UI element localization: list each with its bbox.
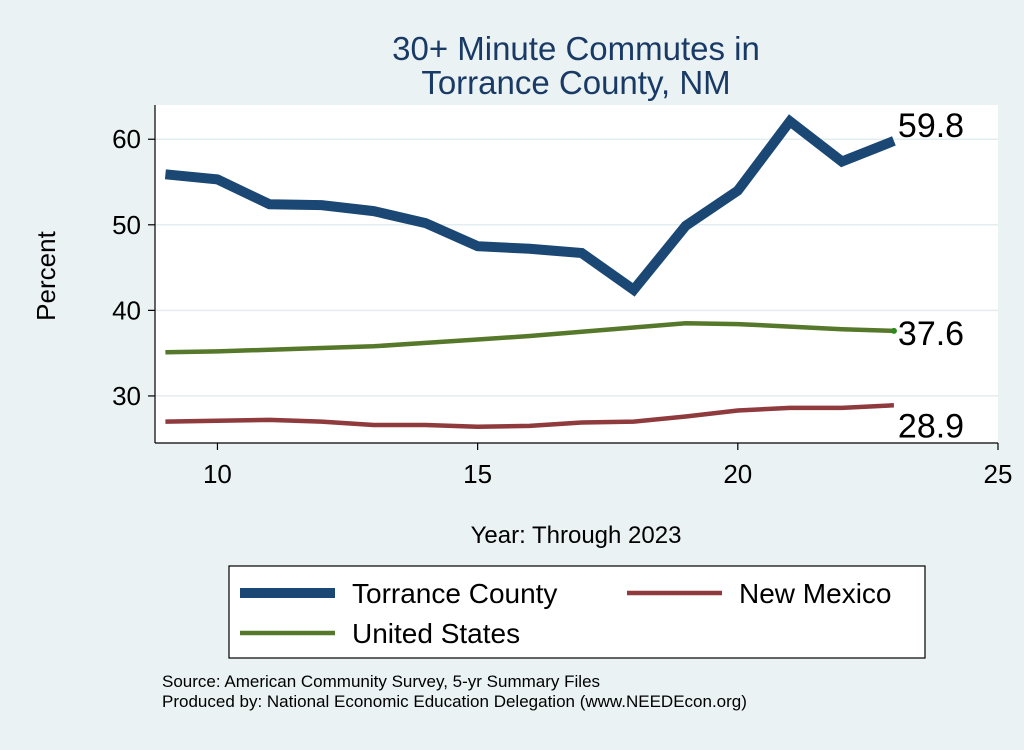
y-tick-label: 50 [112, 210, 141, 240]
legend-box [228, 565, 926, 659]
x-tick-label: 10 [203, 459, 232, 489]
y-axis-label: Percent [31, 230, 61, 320]
y-tick-label: 60 [112, 124, 141, 154]
x-tick-label: 20 [723, 459, 752, 489]
legend-label: United States [352, 618, 520, 649]
produced-by-line: Produced by: National Economic Education… [162, 692, 747, 711]
series-line-torrance-county [164, 114, 896, 297]
legend-label: New Mexico [739, 578, 891, 609]
y-tick-label: 30 [112, 381, 141, 411]
source-notes: Source: American Community Survey, 5-yr … [162, 672, 747, 712]
x-tick-label: 15 [463, 459, 492, 489]
plot-area [155, 105, 998, 443]
x-axis-label: Year: Through 2023 [471, 522, 682, 549]
legend-label: Torrance County [352, 578, 557, 609]
end-value-label: 37.6 [898, 315, 964, 353]
chart-title-line: 30+ Minute Commutes in [392, 30, 760, 67]
end-value-label: 28.9 [898, 407, 964, 445]
end-value-label: 59.8 [898, 107, 964, 145]
y-tick-label: 40 [112, 295, 141, 325]
chart-title-line: Torrance County, NM [421, 64, 730, 101]
source-line: Source: American Community Survey, 5-yr … [162, 672, 601, 691]
endpoint-marker [890, 327, 897, 334]
x-tick-label: 25 [984, 459, 1013, 489]
series-line-new-mexico [165, 403, 895, 429]
series-line-united-states [165, 320, 894, 355]
